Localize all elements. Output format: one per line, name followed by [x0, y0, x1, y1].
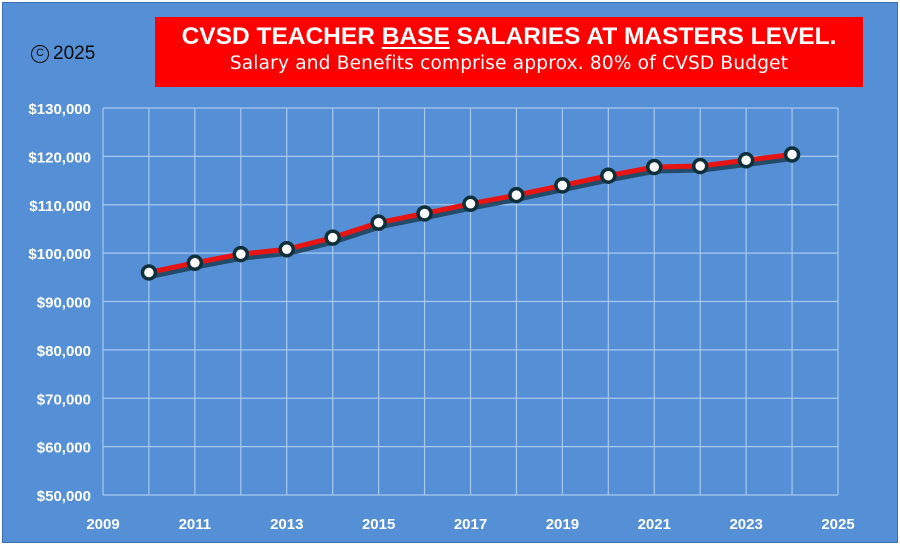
data-point: [232, 245, 250, 263]
x-tick-label: 2019: [546, 516, 579, 533]
title-part-base: BASE: [381, 23, 450, 50]
line-chart: $50,000 $60,000 $70,000 $80,000 $90,000 $100,…: [28, 101, 854, 533]
title-part-3: SALARIES AT MASTERS LEVEL.: [449, 23, 837, 50]
y-tick-label: $90,000: [37, 295, 91, 312]
data-point: [140, 264, 158, 281]
axis-labels: $50,000 $60,000 $70,000 $80,000 $90,000 $100,…: [28, 101, 854, 533]
y-tick-label: $130,000: [28, 101, 91, 118]
data-point: [324, 229, 341, 246]
data-point: [737, 151, 755, 169]
copyright-icon: C: [31, 45, 49, 63]
data-point: [462, 195, 479, 213]
y-tick-label: $120,000: [28, 149, 91, 166]
y-tick-label: $70,000: [37, 391, 91, 408]
y-tick-label: $110,000: [29, 198, 91, 215]
data-point: [370, 214, 387, 231]
y-tick-label: $100,000: [28, 246, 91, 263]
data-point: [646, 158, 663, 176]
grid-lines: [102, 107, 839, 496]
data-point: [278, 241, 295, 258]
data-point: [416, 205, 433, 222]
x-tick-label: 2011: [179, 516, 212, 533]
data-point: [691, 157, 709, 175]
title-part-1: CVSD TEACHER: [181, 23, 382, 50]
x-tick-label: 2017: [454, 516, 487, 533]
x-tick-label: 2013: [270, 516, 303, 533]
x-tick-label: 2021: [638, 516, 671, 533]
data-point: [600, 167, 617, 184]
x-tick-label: 2009: [86, 516, 119, 533]
data-point: [508, 186, 525, 204]
chart-title: CVSD TEACHER BASE SALARIES AT MASTERS LE…: [155, 23, 863, 51]
copyright-notice: C 2025: [31, 43, 95, 65]
chart-subtitle: Salary and Benefits comprise approx. 80%…: [229, 53, 789, 74]
x-tick-label: 2025: [821, 516, 854, 533]
y-tick-label: $60,000: [37, 440, 91, 457]
series-layer: [140, 146, 801, 281]
data-point: [186, 254, 204, 272]
y-tick-label: $50,000: [37, 488, 91, 505]
data-point: [554, 177, 571, 194]
y-tick-label: $80,000: [37, 343, 91, 360]
copyright-year: 2025: [53, 43, 96, 64]
x-tick-label: 2015: [362, 516, 395, 533]
data-point: [783, 146, 801, 163]
x-tick-label: 2023: [729, 516, 762, 533]
title-banner: CVSD TEACHER BASE SALARIES AT MASTERS LE…: [155, 17, 863, 87]
